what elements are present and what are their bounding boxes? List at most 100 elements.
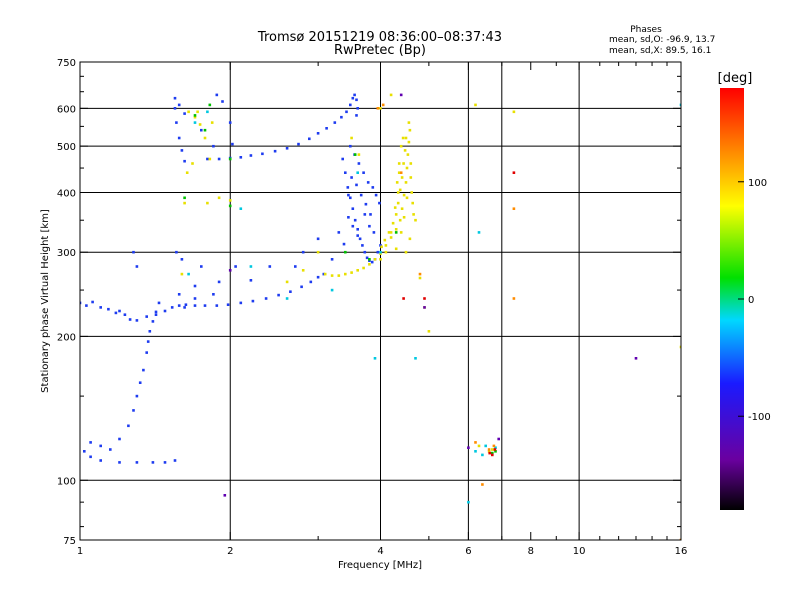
data-point: [215, 93, 219, 97]
data-point: [210, 121, 214, 124]
data-point: [423, 297, 426, 300]
data-point: [127, 424, 130, 428]
data-point: [170, 306, 174, 309]
data-point: [330, 274, 334, 277]
data-point: [145, 315, 148, 318]
data-point: [491, 451, 494, 455]
data-point: [408, 128, 412, 132]
data-point: [217, 280, 221, 284]
data-point: [512, 171, 516, 174]
data-point: [138, 381, 142, 384]
x-axis-label: Frequency [MHz]: [338, 560, 422, 571]
data-point: [193, 115, 197, 119]
data-point: [261, 152, 264, 156]
data-point: [322, 272, 326, 276]
data-point: [217, 157, 221, 161]
data-point: [353, 93, 356, 97]
data-point: [410, 191, 413, 194]
data-point: [308, 137, 311, 141]
data-point: [474, 441, 477, 444]
data-point: [359, 193, 363, 197]
data-point: [128, 318, 132, 321]
data-point: [228, 121, 232, 124]
chart-subtitle: RwPretec (Bp): [334, 43, 426, 58]
data-point: [316, 132, 320, 135]
data-point: [239, 207, 243, 210]
data-point: [357, 153, 361, 156]
data-point: [300, 285, 303, 289]
data-point: [212, 144, 215, 148]
data-point: [173, 96, 177, 100]
data-point: [198, 123, 202, 126]
data-point: [380, 245, 383, 249]
data-point: [309, 280, 313, 284]
data-point: [180, 272, 184, 276]
data-point: [228, 157, 232, 161]
y-tick-label: 100: [57, 476, 76, 487]
data-point: [402, 162, 405, 165]
data-point: [398, 188, 402, 192]
data-point: [200, 128, 203, 132]
data-point: [228, 204, 232, 208]
x-tick-label: 1: [77, 546, 83, 557]
data-point: [389, 236, 393, 239]
data-point: [370, 260, 374, 264]
data-point: [487, 450, 491, 453]
data-point: [173, 459, 177, 462]
data-point: [193, 297, 197, 300]
data-point: [402, 297, 405, 300]
data-point: [132, 409, 135, 412]
data-point: [206, 201, 209, 205]
data-point: [83, 450, 86, 453]
data-point: [491, 448, 494, 451]
data-point: [355, 183, 358, 187]
data-point: [285, 147, 289, 150]
colorbar-unit-label: [deg]: [718, 71, 753, 86]
data-point: [177, 293, 181, 296]
data-point: [223, 494, 227, 497]
data-point: [239, 156, 243, 159]
data-point: [349, 196, 352, 200]
data-point: [89, 455, 92, 459]
data-point: [414, 357, 417, 360]
data-point: [366, 181, 370, 184]
data-point: [175, 250, 178, 254]
data-point: [364, 202, 368, 206]
data-point: [323, 272, 327, 276]
data-point: [135, 461, 139, 464]
data-point: [154, 313, 158, 316]
x-tick-label: 2: [227, 546, 233, 557]
data-point: [239, 301, 243, 305]
data-point: [407, 140, 411, 144]
data-point: [467, 500, 470, 504]
data-point: [177, 304, 181, 307]
data-point: [403, 149, 407, 152]
data-point: [183, 306, 186, 309]
data-point: [418, 276, 422, 280]
data-point: [409, 176, 413, 179]
data-point: [344, 272, 347, 276]
x-tick-label: 8: [528, 546, 534, 557]
phases-line-o: mean, sd,O: -96.9, 13.7: [609, 35, 715, 45]
phases-title: Phases: [630, 25, 662, 35]
data-point: [350, 176, 353, 179]
data-point: [183, 201, 186, 205]
data-point: [340, 115, 343, 119]
data-point: [467, 446, 470, 449]
data-point: [405, 196, 409, 200]
data-point: [203, 136, 207, 140]
data-point: [80, 301, 82, 305]
y-axis-label: Stationary phase Virtual Height [km]: [40, 209, 51, 393]
data-point: [316, 275, 320, 279]
data-point: [135, 394, 139, 398]
data-point: [355, 114, 358, 117]
x-tick-label: 16: [675, 546, 688, 557]
data-point: [333, 121, 337, 124]
data-point: [379, 252, 382, 255]
data-point: [378, 201, 381, 205]
data-point: [183, 196, 186, 200]
data-point: [477, 231, 481, 234]
data-point: [99, 306, 102, 309]
data-point: [157, 301, 161, 305]
data-point: [268, 265, 272, 268]
